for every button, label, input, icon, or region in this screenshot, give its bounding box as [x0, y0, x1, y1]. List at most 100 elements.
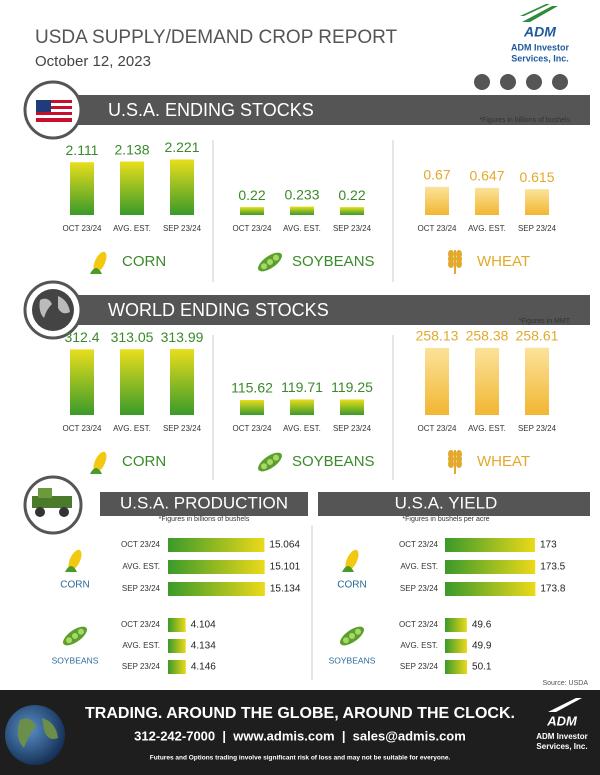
category-label: OCT 23/24 [63, 224, 103, 233]
social-icons[interactable] [474, 74, 568, 90]
category-label: AVG. EST. [113, 424, 151, 433]
note: *Figures in billions of bushels [479, 117, 570, 124]
footer [0, 690, 600, 775]
footer-logo: ADM ADM Investor Services, Inc. [536, 698, 588, 751]
bar [425, 186, 449, 215]
bar [525, 189, 549, 215]
bar [168, 538, 265, 552]
tractor-icon [23, 475, 83, 535]
bar [340, 207, 364, 215]
category-label: SEP 23/24 [122, 584, 161, 593]
category-label: OCT 23/24 [399, 620, 439, 629]
value-label: 312.4 [64, 329, 99, 345]
bar [168, 639, 186, 653]
corn-leaf [65, 566, 77, 572]
corn-leaf [342, 566, 354, 572]
crop-name: CORN [337, 580, 366, 591]
category-label: OCT 23/24 [418, 424, 458, 433]
soy-bean [343, 637, 349, 644]
crop-name: SOYBEANS [52, 655, 99, 665]
soy-bean [78, 628, 84, 635]
category-label: SEP 23/24 [122, 662, 161, 671]
category-label: AVG. EST. [468, 424, 506, 433]
linkedin[interactable] [526, 74, 542, 90]
category-label: SEP 23/24 [400, 584, 439, 593]
value-label: 173.5 [540, 562, 565, 573]
value-label: 4.146 [191, 662, 216, 673]
soy-bean [273, 254, 279, 261]
corn-leaf [90, 468, 102, 474]
soy-bean [267, 459, 273, 465]
bar [445, 582, 536, 596]
crop-name: CORN [60, 580, 89, 591]
value-label: 313.99 [161, 329, 204, 345]
value-label: 173.8 [540, 584, 565, 595]
bar [445, 538, 535, 552]
logo-line: Services, Inc. [511, 53, 569, 63]
value-label: 2.138 [114, 141, 149, 157]
crop-name: CORN [122, 453, 166, 470]
bar [70, 162, 94, 215]
corn-icon [345, 549, 359, 571]
value-label: 4.104 [191, 620, 216, 631]
wheat-grain [448, 260, 454, 268]
bar [525, 347, 549, 415]
corn-icon [93, 251, 107, 273]
value-label: 4.134 [191, 641, 216, 652]
section-title: U.S.A. YIELD [395, 493, 498, 512]
category-label: OCT 23/24 [233, 224, 273, 233]
section-bar [78, 295, 590, 325]
wheat-grain [456, 460, 462, 468]
logo-name: ADM [523, 24, 556, 40]
value-label: 50.1 [472, 662, 492, 673]
soy-bean [261, 263, 267, 270]
bar [240, 207, 264, 215]
section-bar [78, 95, 590, 125]
corn-leaf [90, 268, 102, 274]
logo-line: ADM Investor [536, 732, 588, 741]
bar [445, 560, 536, 574]
crop-name: SOYBEANS [329, 655, 376, 665]
crop-name: WHEAT [477, 453, 530, 470]
category-label: SEP 23/24 [518, 224, 557, 233]
soy-bean [66, 637, 72, 644]
bar [120, 349, 144, 415]
corn-icon [93, 451, 107, 473]
flag-icon [23, 80, 83, 140]
youtube[interactable] [552, 74, 568, 90]
logo-line: ADM Investor [511, 42, 570, 52]
bar [475, 347, 499, 415]
section-bar [100, 492, 308, 516]
footer-globe [5, 705, 65, 765]
category-label: OCT 23/24 [121, 620, 161, 629]
source: Source: USDA [542, 680, 588, 687]
crop-name: CORN [122, 253, 166, 270]
note: *Figures in MMT [519, 318, 571, 325]
value-label: 2.221 [164, 139, 199, 155]
value-label: 258.38 [466, 328, 509, 344]
facebook[interactable] [474, 74, 490, 90]
logo-line: Services, Inc. [536, 742, 587, 751]
soy-bean [349, 633, 355, 639]
twitter[interactable] [500, 74, 516, 90]
globe-icon [23, 280, 83, 340]
section-title: WORLD ENDING STOCKS [108, 300, 329, 320]
contact[interactable]: 312-242-7000 | www.admis.com | sales@adm… [134, 728, 466, 743]
title: USDA SUPPLY/DEMAND CROP REPORT [35, 27, 398, 48]
value-label: 115.62 [231, 380, 273, 396]
value-label: 15.134 [270, 584, 301, 595]
bar [168, 560, 265, 574]
category-label: OCT 23/24 [399, 540, 439, 549]
value-label: 0.615 [519, 169, 554, 185]
bar [290, 206, 314, 215]
value-label: 49.9 [472, 641, 492, 652]
bar [340, 399, 364, 415]
date: October 12, 2023 [35, 53, 151, 70]
crop-name: WHEAT [477, 253, 530, 270]
category-label: SEP 23/24 [333, 424, 372, 433]
value-label: 15.064 [269, 540, 300, 551]
bar [445, 618, 467, 632]
category-label: AVG. EST. [400, 641, 438, 650]
corn-icon [68, 549, 82, 571]
bar [425, 347, 449, 415]
